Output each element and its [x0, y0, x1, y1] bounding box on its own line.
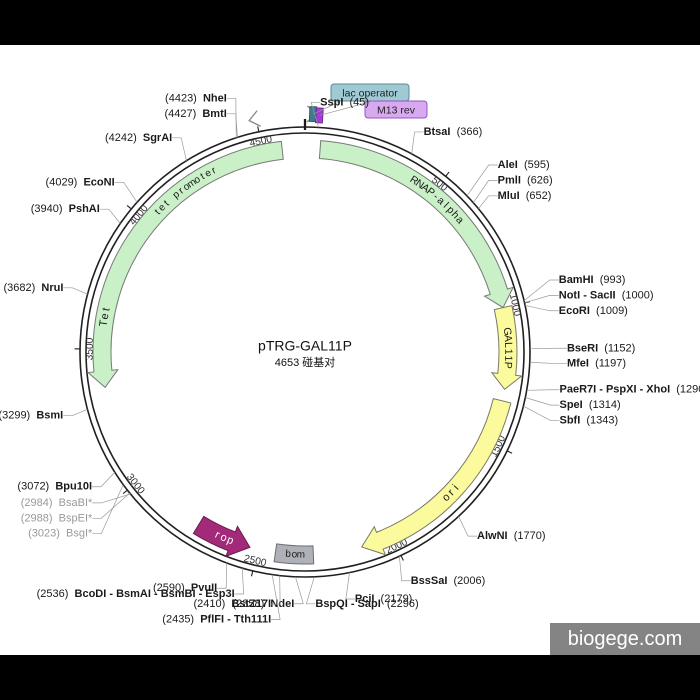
svg-text:BtsaI (366): BtsaI (366) — [424, 126, 483, 138]
svg-text:1: 1 — [502, 349, 514, 355]
svg-text:(2984) BsaBI*: (2984) BsaBI* — [21, 497, 93, 509]
svg-text:MluI (652): MluI (652) — [498, 190, 552, 202]
svg-text:M13 rev: M13 rev — [377, 104, 416, 116]
svg-text:BseRI (1152): BseRI (1152) — [567, 342, 635, 354]
svg-text:PmlI (626): PmlI (626) — [498, 174, 553, 186]
svg-text:EcoRI (1009): EcoRI (1009) — [559, 305, 628, 317]
svg-text:(2590) PvuII: (2590) PvuII — [153, 582, 217, 594]
svg-text:4653 碰基对: 4653 碰基对 — [275, 355, 336, 369]
svg-text:NotI - SacII (1000): NotI - SacII (1000) — [559, 289, 654, 301]
svg-text:(3072) Bpu10I: (3072) Bpu10I — [17, 481, 92, 493]
svg-text:(4242) SgrAI: (4242) SgrAI — [105, 132, 172, 144]
svg-text:(3023) BsgI*: (3023) BsgI* — [28, 528, 93, 540]
svg-text:(4029) EcoNI: (4029) EcoNI — [46, 176, 115, 188]
svg-text:pTRG-GAL11P: pTRG-GAL11P — [258, 338, 352, 354]
svg-text:SpeI (1314): SpeI (1314) — [560, 399, 621, 411]
svg-text:MfeI (1197): MfeI (1197) — [567, 358, 626, 370]
svg-text:3000: 3000 — [124, 472, 147, 497]
svg-text:SbfI (1343): SbfI (1343) — [560, 414, 619, 426]
svg-text:AlwNI (1770): AlwNI (1770) — [477, 530, 545, 542]
svg-text:SspI (45): SspI (45) — [320, 96, 369, 108]
svg-text:P: P — [502, 361, 514, 369]
svg-text:PaeR7I - PspXI - XhoI (1290): PaeR7I - PspXI - XhoI (1290) — [560, 384, 700, 396]
svg-text:m: m — [297, 550, 306, 561]
svg-text:BssSaI (2006): BssSaI (2006) — [411, 575, 486, 587]
svg-text:L: L — [502, 342, 514, 348]
svg-text:(3682) NruI: (3682) NruI — [3, 282, 63, 294]
svg-text:2500: 2500 — [243, 553, 268, 569]
svg-text:BspQI - SapI (2296): BspQI - SapI (2296) — [315, 598, 418, 610]
svg-text:BamHI (993): BamHI (993) — [559, 274, 626, 286]
svg-text:(4423) NheI: (4423) NheI — [165, 92, 227, 104]
svg-text:(2435) PflFI - Tth111I: (2435) PflFI - Tth111I — [162, 613, 271, 625]
svg-text:(4427) BmtI: (4427) BmtI — [164, 108, 226, 120]
svg-text:o: o — [291, 549, 298, 560]
svg-text:(3940) PshAI: (3940) PshAI — [31, 203, 100, 215]
svg-text:(2988) BspEI*: (2988) BspEI* — [21, 512, 93, 524]
svg-text:(3299) BsmI: (3299) BsmI — [0, 410, 63, 422]
svg-text:AleI (595): AleI (595) — [498, 159, 550, 171]
